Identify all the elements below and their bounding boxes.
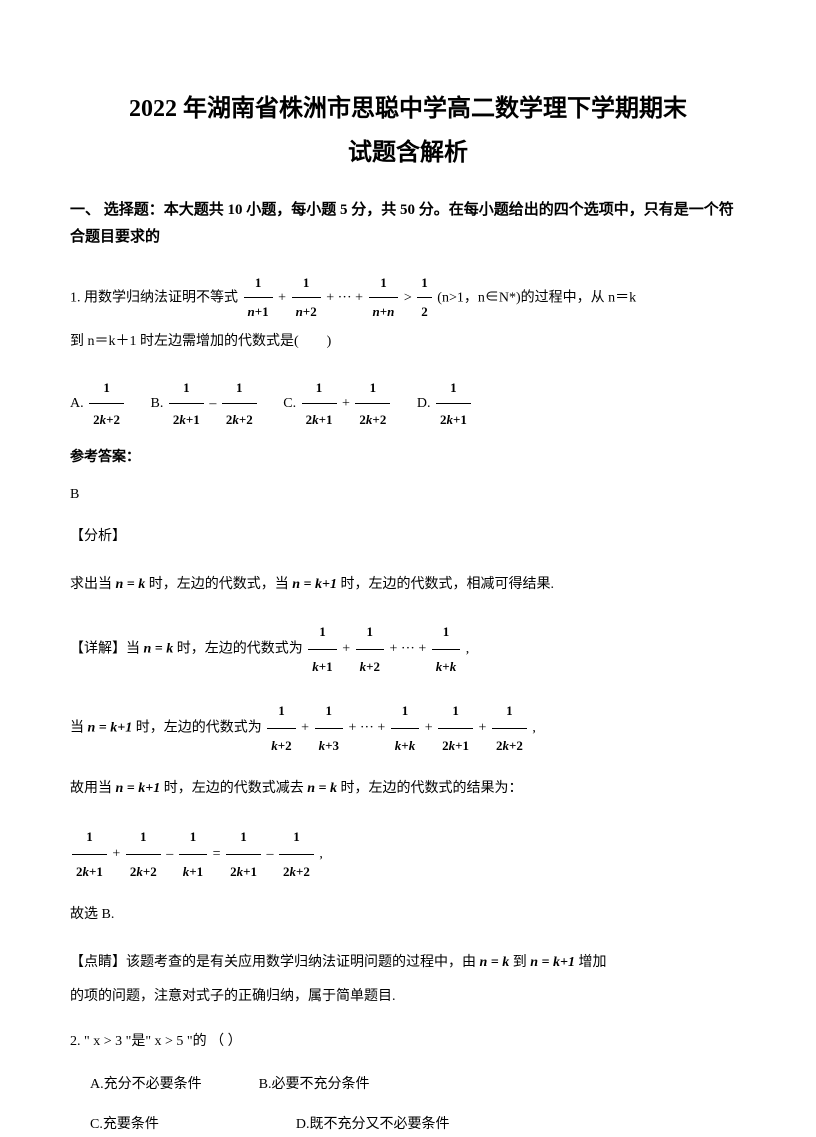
q1-optC: C.: [283, 396, 299, 411]
q1-answer: B: [70, 484, 746, 506]
answer-label: 参考答案：: [70, 447, 746, 469]
q1-optA: A.: [70, 396, 87, 411]
exam-subtitle: 试题含解析: [70, 134, 746, 172]
conclusion: 故选 B.: [70, 898, 746, 932]
analysis-label: 【分析】: [70, 520, 746, 554]
q2-options: A.充分不必要条件 B.必要不充分条件 C.充要条件 D.既不充分又不必要条件: [90, 1074, 746, 1137]
q1-stem-prefix: 1. 用数学归纳法证明不等式: [70, 290, 238, 305]
q1-optB: B.: [151, 396, 167, 411]
q2-optB: B.必要不充分条件: [259, 1077, 370, 1092]
exam-title: 2022 年湖南省株洲市思聪中学高二数学理下学期期末: [70, 90, 746, 128]
q1-options: A. 12k+2 B. 12k+1 – 12k+2 C. 12k+1 + 12k…: [70, 372, 746, 435]
q1-stem-suffix1: (n>1，n∈N*)的过程中，从 n＝k: [437, 290, 636, 305]
q2-optD: D.既不充分又不必要条件: [296, 1117, 450, 1132]
detail-line-2: 当 n = k+1 时，左边的代数式为 1k+2 + 1k+3 + ··· + …: [70, 694, 746, 763]
detail-line-3: 故用当 n = k+1 时，左边的代数式减去 n = k 时，左边的代数式的结果…: [70, 772, 746, 806]
q2-optA: A.充分不必要条件: [90, 1077, 202, 1092]
section-1-header: 一、 选择题：本大题共 10 小题，每小题 5 分，共 50 分。在每小题给出的…: [70, 197, 746, 251]
point-line: 【点睛】该题考查的是有关应用数学归纳法证明问题的过程中，由 n = k 到 n …: [70, 946, 746, 1013]
q2-optC: C.充要条件: [90, 1117, 159, 1132]
detail-line-1: 【详解】当 n = k 时，左边的代数式为 1k+1 + 1k+2 + ··· …: [70, 615, 746, 684]
q1-optD: D.: [417, 396, 434, 411]
question-1: 1. 用数学归纳法证明不等式 1n+1 + 1n+2 + ··· + 1n+n …: [70, 269, 746, 358]
detail-formula: 12k+1 + 12k+2 – 1k+1 = 12k+1 – 12k+2 ,: [70, 820, 746, 889]
question-2: 2. " x > 3 "是" x > 5 "的 （ ）: [70, 1027, 746, 1058]
q1-stem-line2: 到 n＝k＋1 时左边需增加的代数式是( ): [70, 334, 331, 349]
analysis-text: 求出当 n = k 时，左边的代数式，当 n = k+1 时，左边的代数式，相减…: [70, 568, 746, 602]
